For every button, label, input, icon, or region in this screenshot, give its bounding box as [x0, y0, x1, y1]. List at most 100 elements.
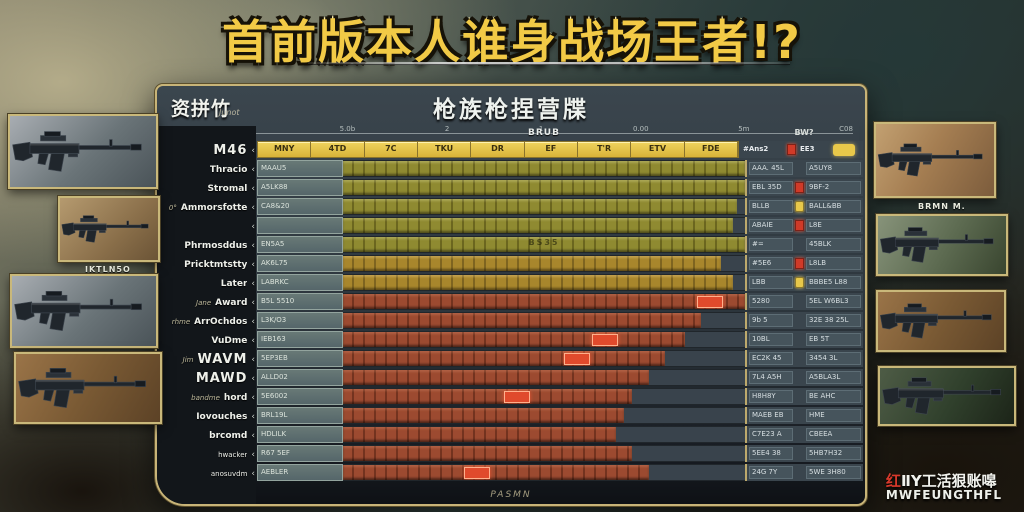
- bar-inline-text: BS35: [528, 238, 560, 247]
- tick-arrow-icon: ‹: [251, 392, 255, 403]
- weapon-name-text: VuDme: [211, 335, 248, 346]
- value-cells: EC2K 45 3454 3L: [745, 350, 863, 367]
- stat-bar: [343, 275, 733, 290]
- row-label-cell: B5L 5510: [257, 293, 343, 310]
- stat-bar: [343, 161, 745, 176]
- bar-zone: [343, 388, 745, 405]
- row-label-cell: HDLILK: [257, 426, 343, 443]
- value-1: C7E23 A: [749, 428, 793, 441]
- annotation: bandme: [191, 393, 220, 402]
- value-1: AAA. 45L: [749, 162, 793, 175]
- value-1: 9b 5: [749, 314, 793, 327]
- header-cell: EF: [525, 142, 578, 157]
- table-row: A5LK88 EBL 35D 9BF-2: [257, 179, 863, 196]
- value-2: L8LB: [806, 257, 861, 270]
- tick-arrow-icon: ‹: [251, 183, 255, 194]
- table-row: BRL19L MAEB EB HME: [257, 407, 863, 424]
- row-label-cell: EN5A5: [257, 236, 343, 253]
- yellow-pill-badge: [833, 143, 855, 156]
- tick-arrow-icon: ‹: [251, 164, 255, 175]
- rifle-icon: [879, 303, 992, 339]
- status-badge: [795, 201, 804, 212]
- annotation: Jim: [182, 355, 194, 364]
- tick-arrow-icon: ‹: [251, 430, 255, 441]
- value-1: H8H8Y: [749, 390, 793, 403]
- table-row: MAAU5 AAA. 45L A5UY8: [257, 160, 863, 177]
- bar-zone: [343, 293, 745, 310]
- value-1: 5EE4 38: [749, 447, 793, 460]
- weapon-name-text: Pricktmtstty: [184, 259, 248, 270]
- highlight-badge: [696, 296, 723, 308]
- weapon-name-text: hwacker: [218, 450, 248, 459]
- header-cell: MNY: [258, 142, 312, 157]
- weapon-name-text: Thracio: [209, 164, 248, 175]
- tick-arrow-icon: ‹: [251, 145, 255, 156]
- value-2: CBEEA: [806, 428, 861, 441]
- bar-zone: [343, 464, 745, 481]
- axis-tick: 5m: [738, 125, 750, 133]
- value-2: L8E: [806, 219, 861, 232]
- header-bar: MNY 4TD 7C TKU DR EF T'R ETV FDE: [257, 141, 739, 158]
- value-cells: EBL 35D 9BF-2: [745, 179, 863, 196]
- bar-zone: [343, 331, 745, 348]
- stat-bar: [343, 256, 721, 271]
- bar-zone: [343, 369, 745, 386]
- annotation: 0°: [168, 203, 177, 212]
- weapon-name: VuDme ‹: [161, 331, 255, 350]
- status-badge: [795, 220, 804, 231]
- weapon-name-text: Stromal: [207, 183, 248, 194]
- value-2: EB 5T: [806, 333, 861, 346]
- weapon-name: 0° Ammorsfotte ‹: [161, 198, 255, 217]
- value-2: 45BLK: [806, 238, 861, 251]
- weapon-name-text: Phrmosddus: [184, 240, 248, 251]
- stats-table: MNY 4TD 7C TKU DR EF T'R ETV FDE #Ans2 EE3 MAAU5 AAA…: [257, 141, 863, 483]
- value-2: 3454 3L: [806, 352, 861, 365]
- tick-arrow-icon: ‹: [251, 240, 255, 251]
- row-label-cell: 5EP3EB: [257, 350, 343, 367]
- stat-bar: [343, 370, 649, 385]
- header-values: #Ans2 EE3: [739, 141, 857, 158]
- row-label-cell: 5E6002: [257, 388, 343, 405]
- value-2: 5EL W6BL3: [806, 295, 861, 308]
- weapon-name-list: M46 ‹ Thracio ‹ Stromal ‹ 0° Ammorsfotte ‹ ‹ Phrmo…: [161, 141, 255, 483]
- weapon-name: rhme ArrOchdos ‹: [161, 312, 255, 331]
- bar-area-header: BRUB: [528, 128, 560, 138]
- bar-zone: [343, 312, 745, 329]
- header-cell: DR: [471, 142, 525, 157]
- header-value-2: EE3: [800, 145, 815, 153]
- value-cells: 24G 7Y 5WE 3H80: [745, 464, 863, 481]
- tick-arrow-icon: ‹: [251, 221, 255, 232]
- row-label-cell: AEBLER: [257, 464, 343, 481]
- row-label-cell: R67 5EF: [257, 445, 343, 462]
- tick-arrow-icon: ‹: [251, 297, 255, 308]
- value-2: 9BF-2: [806, 181, 861, 194]
- table-row: R67 5EF 5EE4 38 5HB7H32: [257, 445, 863, 462]
- value-1: EBL 35D: [749, 181, 793, 194]
- table-row: LABRKC LBB BBBE5 L88: [257, 274, 863, 291]
- row-label-cell: AK6L75: [257, 255, 343, 272]
- stat-bar: [343, 218, 733, 233]
- weapon-name: Phrmosddus ‹: [161, 236, 255, 255]
- tick-arrow-icon: ‹: [251, 278, 255, 289]
- gun-thumbnail-left: [14, 352, 162, 424]
- bar-zone: BS35: [343, 236, 745, 253]
- row-label-cell: [257, 217, 343, 234]
- value-cells: MAEB EB HME: [745, 407, 863, 424]
- value-cells: 7L4 A5H A5BLA3L: [745, 369, 863, 386]
- panel-corner-label: 资拼竹: [171, 98, 232, 120]
- weapon-name: Thracio ‹: [161, 160, 255, 179]
- axis-tick: 5.0b: [339, 125, 356, 133]
- value-cells: 5280 5EL W6BL3: [745, 293, 863, 310]
- panel-title: 枪族枪捏营牒: [433, 97, 589, 123]
- row-label-cell: L3K/O3: [257, 312, 343, 329]
- header-cell: TKU: [418, 142, 472, 157]
- row-label-cell: A5LK88: [257, 179, 343, 196]
- weapon-name: Stromal ‹: [161, 179, 255, 198]
- stat-bar: [343, 389, 633, 404]
- bar-zone: [343, 407, 745, 424]
- bar-zone: [343, 255, 745, 272]
- signature-text: PASMN: [490, 490, 532, 500]
- row-label-cell: LABRKC: [257, 274, 343, 291]
- status-badge: [795, 277, 804, 288]
